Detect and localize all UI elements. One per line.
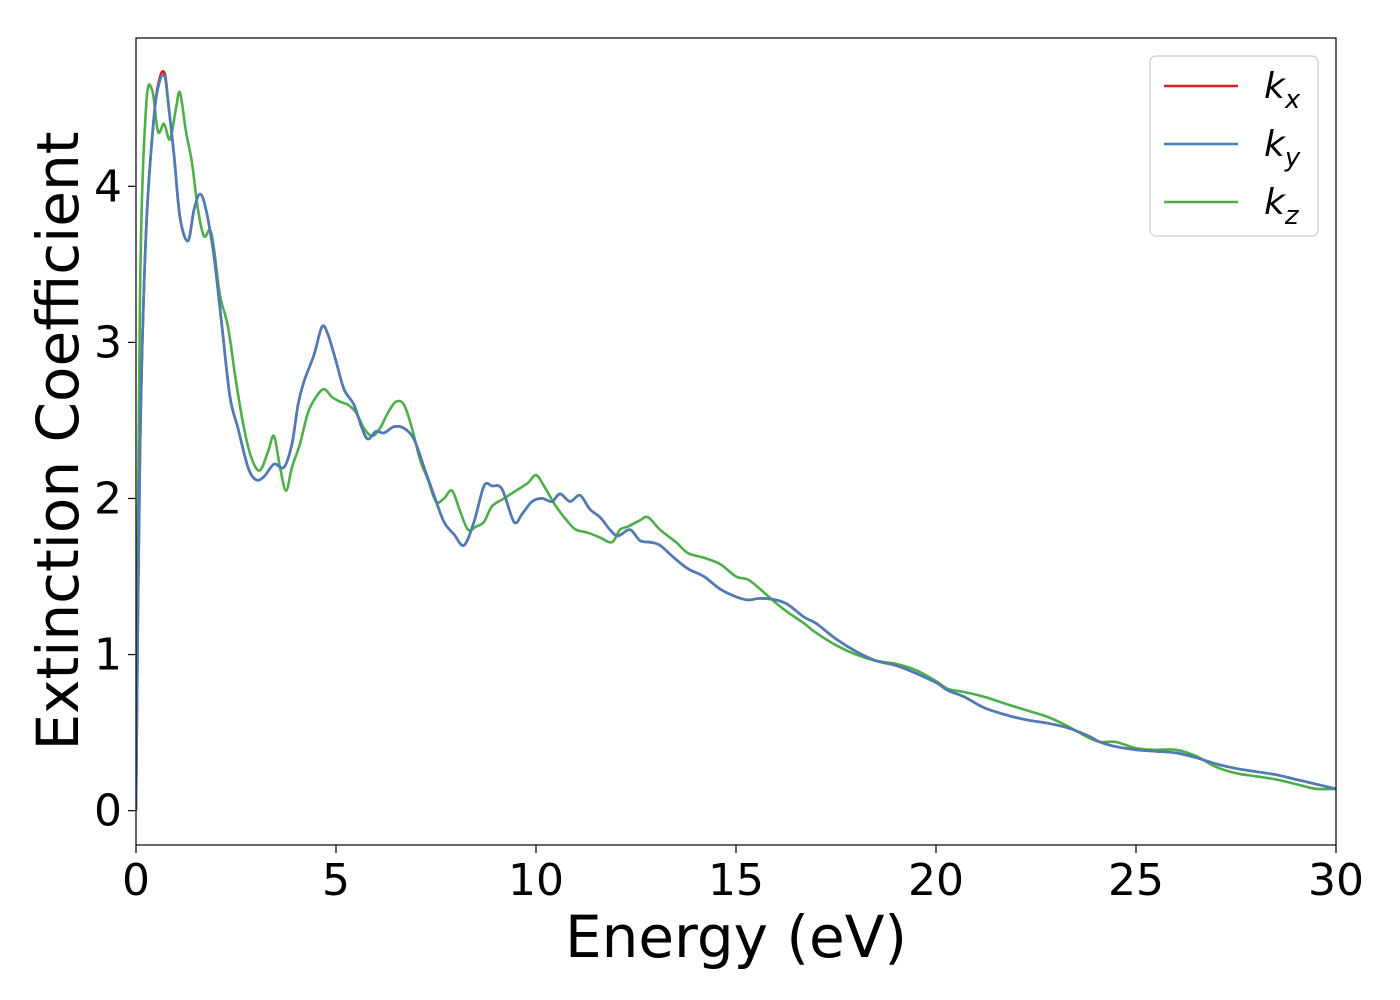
legend-label-y: ky xyxy=(1264,124,1301,173)
series-line-y xyxy=(136,73,1336,811)
x-tick-label: 20 xyxy=(908,855,964,906)
y-axis-label: Extinction Coefficient xyxy=(24,132,92,751)
x-tick-label: 25 xyxy=(1108,855,1164,906)
x-axis-ticks: 0 5 10 15 20 25 30 xyxy=(122,845,1364,906)
legend-box xyxy=(1149,55,1319,237)
x-tick-label: 5 xyxy=(322,855,350,906)
y-tick-label: 4 xyxy=(94,161,122,212)
plot-lines xyxy=(136,70,1336,811)
series-line-z xyxy=(136,83,1336,811)
legend: kx ky kz xyxy=(1149,55,1319,237)
x-tick-label: 10 xyxy=(508,855,564,906)
x-axis-label: Energy (eV) xyxy=(565,903,907,971)
legend-label-z: kz xyxy=(1264,182,1300,231)
y-tick-label: 2 xyxy=(94,473,122,524)
x-tick-label: 0 xyxy=(122,855,150,906)
y-tick-label: 1 xyxy=(94,630,122,681)
legend-label-x: kx xyxy=(1264,66,1301,115)
y-tick-label: 3 xyxy=(94,317,122,368)
y-axis-ticks: 0 1 2 3 4 xyxy=(94,161,136,837)
x-tick-label: 30 xyxy=(1308,855,1364,906)
x-tick-label: 15 xyxy=(708,855,764,906)
y-tick-label: 0 xyxy=(94,786,122,837)
